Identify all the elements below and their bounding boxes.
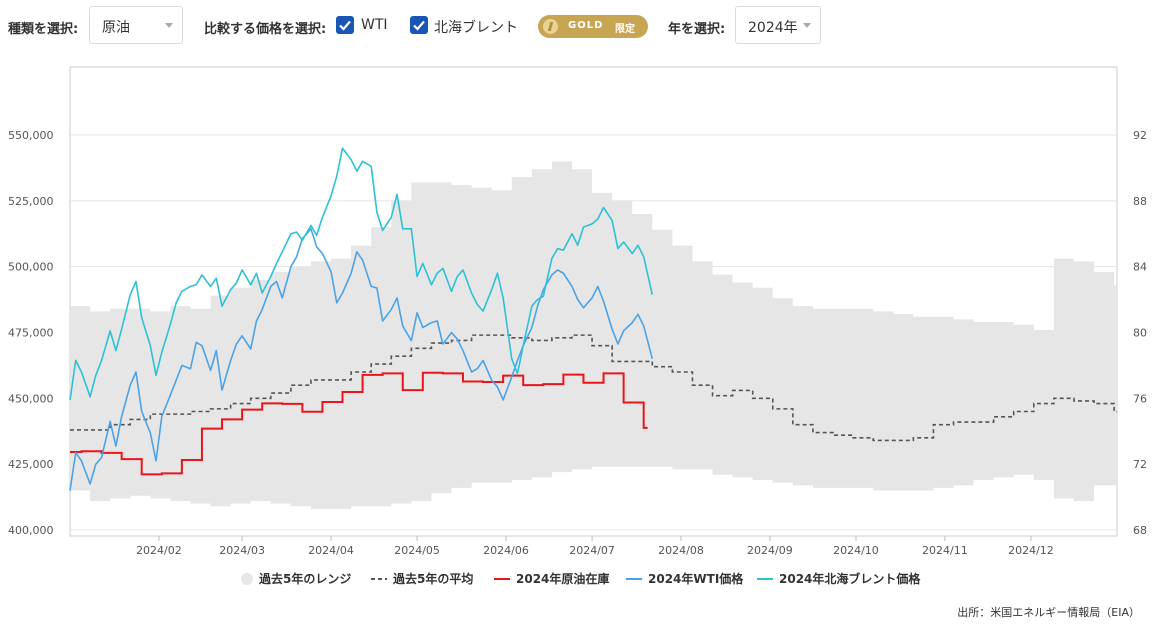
gold-coin-icon (543, 19, 558, 34)
y-right-tick-label: 80 (1133, 327, 1147, 340)
type-select[interactable]: 原油 (89, 6, 183, 44)
wti-price-line (69, 228, 654, 491)
x-tick-label: 2024/02 (136, 544, 182, 557)
y-right-tick-label: 84 (1133, 261, 1147, 274)
y-left-tick-label: 550,000 (8, 129, 54, 142)
chevron-down-icon (803, 23, 811, 28)
check-icon (339, 20, 351, 31)
legend-label: 2024年北海ブレント価格 (779, 571, 921, 586)
wti-checkbox[interactable] (336, 16, 354, 34)
y-left-tick-label: 425,000 (8, 458, 54, 471)
x-tick-label: 2024/08 (658, 544, 704, 557)
gold-badge[interactable]: GOLD 限定 (538, 15, 648, 38)
range-band (70, 161, 1117, 509)
gold-badge-text: GOLD (568, 20, 604, 31)
y-left-tick-label: 400,000 (8, 524, 54, 537)
y-right-tick-label: 68 (1133, 524, 1147, 537)
y-right-tick-label: 92 (1133, 129, 1147, 142)
y-left-tick-label: 525,000 (8, 195, 54, 208)
legend-label: 2024年WTI価格 (648, 571, 744, 586)
brent-checkbox[interactable] (410, 16, 428, 34)
brent-price-line (69, 147, 654, 401)
x-tick-label: 2024/11 (922, 544, 968, 557)
y-left-tick-label: 500,000 (8, 261, 54, 274)
x-tick-label: 2024/07 (569, 544, 615, 557)
check-icon (413, 20, 425, 31)
y-right-tick-label: 88 (1133, 195, 1147, 208)
x-tick-label: 2024/03 (219, 544, 265, 557)
y-right-tick-label: 72 (1133, 458, 1147, 471)
year-select-label: 年を選択: (668, 22, 726, 37)
brent-checkbox-label[interactable]: 北海ブレント (434, 20, 518, 36)
x-tick-label: 2024/10 (833, 544, 879, 557)
source-note: 出所：米国エネルギー情報局（EIA） (957, 606, 1140, 619)
wti-checkbox-label[interactable]: WTI (361, 17, 388, 33)
gold-badge-sub: 限定 (615, 24, 635, 35)
x-tick-label: 2024/06 (483, 544, 529, 557)
type-select-value: 原油 (102, 20, 130, 36)
inventory-price-chart: 400,000 425,000 450,000 475,000 500,000 525,0… (8, 66, 1147, 586)
x-tick-label: 2024/12 (1008, 544, 1054, 557)
year-select[interactable]: 2024年 (735, 6, 821, 44)
legend-label: 過去5年の平均 (392, 571, 473, 586)
legend-label: 過去5年のレンジ (258, 571, 351, 586)
x-tick-label: 2024/04 (308, 544, 354, 557)
year-select-value: 2024年 (748, 20, 798, 36)
x-tick-label: 2024/09 (747, 544, 793, 557)
y-left-tick-label: 450,000 (8, 392, 54, 405)
chevron-down-icon (165, 23, 173, 28)
legend-swatch-range (241, 573, 253, 585)
type-select-label: 種類を選択: (8, 22, 79, 37)
compare-label: 比較する価格を選択: (204, 22, 327, 37)
average-line (70, 334, 1117, 442)
inventory-line (70, 371, 648, 476)
y-left-tick-label: 475,000 (8, 327, 54, 340)
x-tick-label: 2024/05 (394, 544, 440, 557)
controls-bar: 種類を選択: 原油 比較する価格を選択: WTI 北海ブレント GOLD 限定 … (0, 0, 1158, 52)
legend-label: 2024年原油在庫 (516, 571, 609, 586)
y-right-tick-label: 76 (1133, 392, 1147, 405)
